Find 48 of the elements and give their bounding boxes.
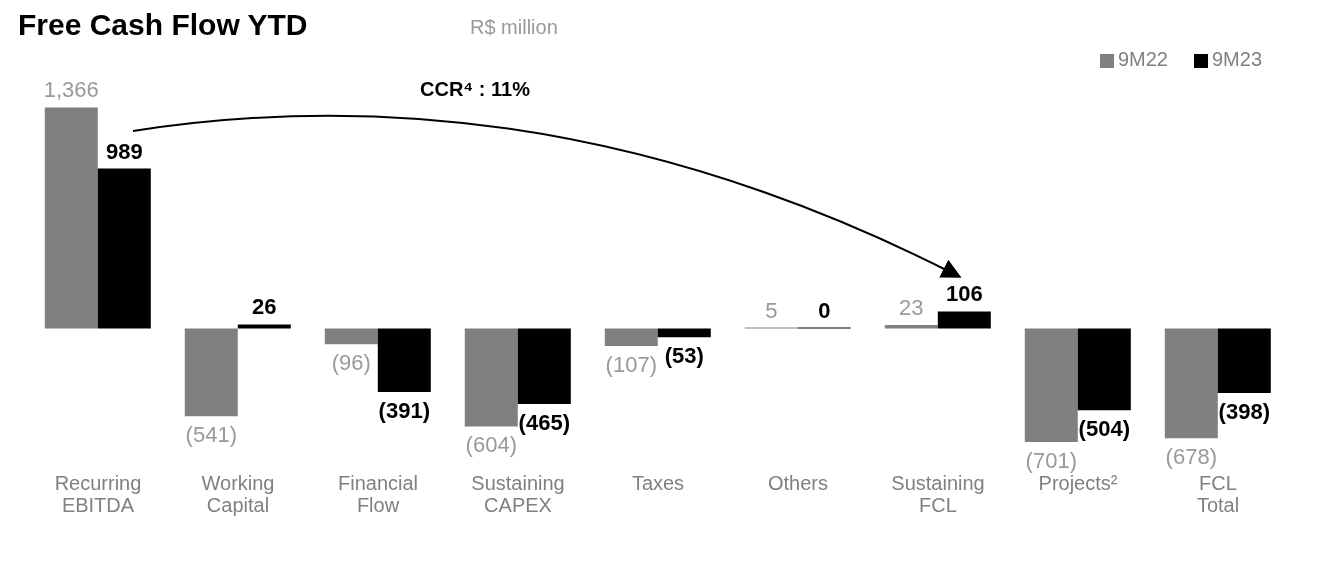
data-label: 1,366 <box>43 77 99 103</box>
data-label: 26 <box>252 294 277 320</box>
x-tick-label: Sustaining CAPEX <box>471 472 565 516</box>
chart-subtitle: R$ million <box>470 16 558 39</box>
bar <box>657 328 711 338</box>
bar <box>464 328 518 427</box>
bar <box>517 328 571 404</box>
data-label: (465) <box>518 409 570 435</box>
bar <box>377 328 431 392</box>
x-tick-label: Working Capital <box>201 472 275 516</box>
x-tick-label: Projects² <box>1038 472 1118 494</box>
data-label: 5 <box>765 297 778 323</box>
bar <box>237 324 291 329</box>
bar <box>1164 328 1218 439</box>
x-tick-label: Financial Flow <box>337 472 419 516</box>
data-label: 989 <box>105 138 143 164</box>
bar <box>44 107 98 329</box>
data-label: 0 <box>818 297 831 323</box>
data-label: (391) <box>378 397 430 423</box>
data-label: (604) <box>465 432 517 458</box>
bar <box>1024 328 1078 443</box>
bar <box>937 311 991 329</box>
data-label: (107) <box>605 351 657 377</box>
chart-title: Free Cash Flow YTD <box>18 8 308 42</box>
data-label: (701) <box>1025 448 1077 474</box>
x-tick-label: Sustaining FCL <box>891 472 985 516</box>
bar <box>604 328 658 346</box>
legend-label: 9M22 <box>1117 48 1168 70</box>
data-label: (96) <box>331 350 371 376</box>
text: CCR⁴ : 11% <box>420 78 530 101</box>
data-label: (541) <box>185 422 237 448</box>
data-label: 23 <box>899 294 924 320</box>
bar <box>97 168 151 329</box>
legend-label: 9M23 <box>1211 48 1262 70</box>
x-tick-label: Recurring EBITDA <box>54 472 142 516</box>
bar <box>324 328 378 345</box>
data-label: (504) <box>1078 416 1130 442</box>
data-label: 106 <box>945 281 983 307</box>
data-label: (53) <box>664 343 704 369</box>
bar <box>1077 328 1131 411</box>
bar <box>1217 328 1271 394</box>
x-tick-label: Taxes <box>631 472 685 494</box>
bar <box>184 328 238 417</box>
x-tick-label: Others <box>767 472 829 494</box>
bar <box>884 324 938 329</box>
data-label: (678) <box>1165 444 1217 470</box>
data-label: (398) <box>1218 399 1270 425</box>
x-tick-label: FCL Total <box>1196 472 1240 516</box>
